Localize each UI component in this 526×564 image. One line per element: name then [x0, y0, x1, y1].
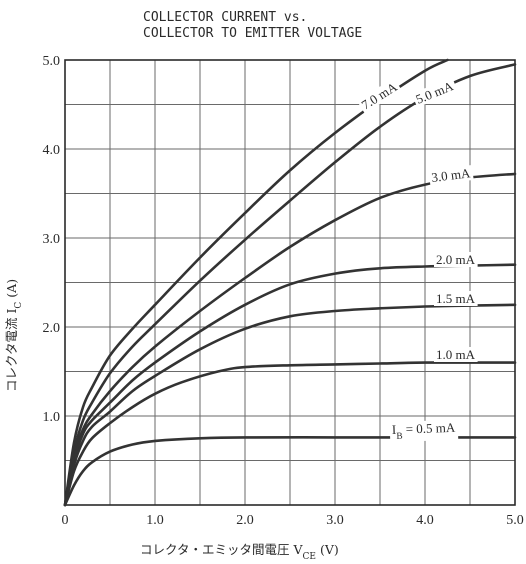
svg-text:3.0 mA: 3.0 mA: [431, 165, 472, 185]
x-tick-label: 0: [62, 513, 69, 528]
x-axis-ticks: 0 1.0 2.0 3.0 4.0 5.0: [62, 513, 524, 528]
svg-text:1.5 mA: 1.5 mA: [436, 291, 476, 306]
x-tick-label: 4.0: [416, 513, 434, 528]
y-axis-label: コレクタ電流 IC (A): [4, 279, 24, 392]
series-label-4: 1.5 mA: [434, 291, 478, 306]
chart-title-line-1: COLLECTOR CURRENT vs.: [143, 10, 307, 25]
x-tick-label: 3.0: [326, 513, 344, 528]
svg-text:1.0 mA: 1.0 mA: [436, 347, 476, 362]
plot-frame: [64, 59, 516, 506]
svg-text:IB = 0.5 mA: IB = 0.5 mA: [392, 420, 457, 442]
series-label-1: 5.0 mA: [411, 77, 458, 108]
series-line-3: [63, 263, 517, 507]
x-tick-label: 1.0: [146, 513, 164, 528]
y-tick-label: 4.0: [43, 143, 61, 158]
x-tick-label: 5.0: [506, 513, 524, 528]
series-label-0: 7.0 mA: [356, 77, 402, 114]
series-line-2: [63, 172, 517, 507]
series-line-5: [63, 361, 517, 507]
chart-title-line-2: COLLECTOR TO EMITTER VOLTAGE: [143, 26, 362, 41]
svg-text:7.0 mA: 7.0 mA: [359, 79, 401, 113]
svg-text:2.0 mA: 2.0 mA: [436, 252, 476, 267]
svg-text:5.0 mA: 5.0 mA: [414, 78, 456, 107]
x-axis-label: コレクタ・エミッタ間電圧 VCE (V): [140, 542, 339, 562]
y-tick-label: 5.0: [43, 54, 61, 69]
y-tick-label: 2.0: [43, 321, 61, 336]
series-line-6: [63, 436, 517, 507]
series-label-6: IB = 0.5 mA: [389, 419, 459, 443]
series-label-2: 3.0 mA: [428, 165, 474, 186]
series-label-3: 2.0 mA: [434, 252, 478, 267]
y-tick-label: 3.0: [43, 232, 61, 247]
series-line-1: [63, 63, 517, 507]
x-tick-label: 2.0: [236, 513, 254, 528]
y-axis-ticks: 1.0 2.0 3.0 4.0 5.0: [43, 54, 61, 425]
y-tick-label: 1.0: [43, 410, 61, 425]
series-line-4: [63, 303, 517, 507]
series-label-5: 1.0 mA: [434, 347, 478, 362]
